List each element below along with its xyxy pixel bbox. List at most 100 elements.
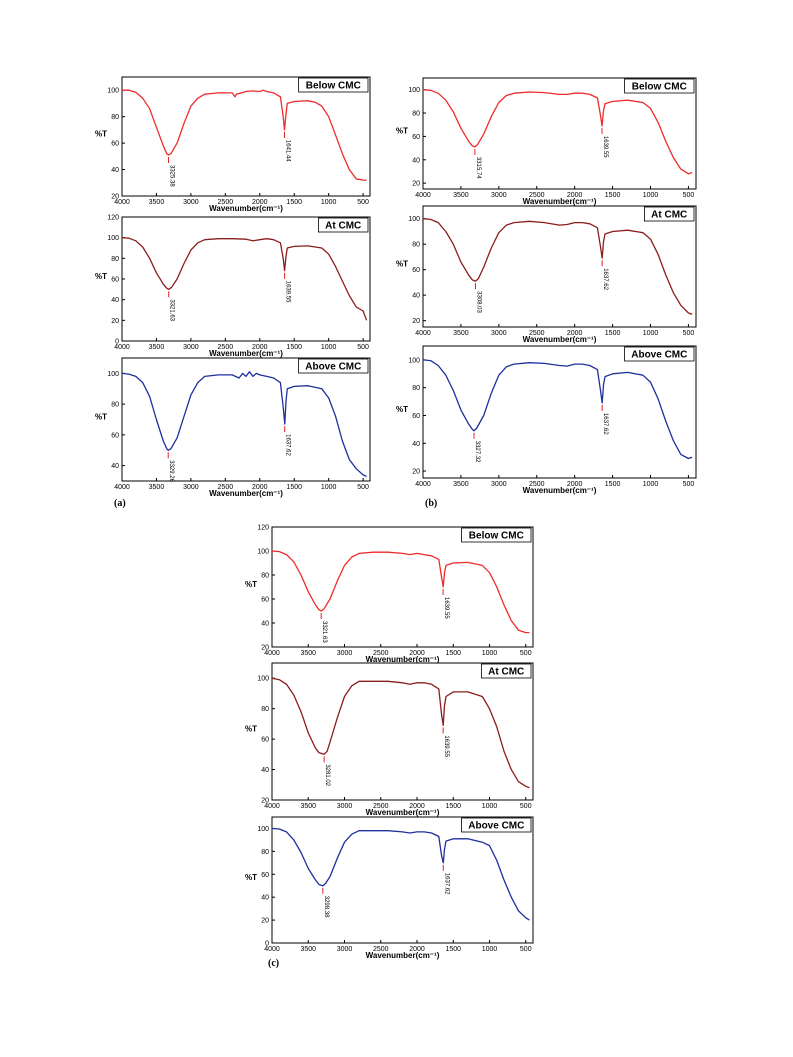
y-axis-title: %T <box>95 130 107 139</box>
x-tick-label: 500 <box>520 946 532 953</box>
x-tick-label: 2000 <box>567 330 583 337</box>
panel-title: Above CMC <box>631 350 687 361</box>
figure-caption: (a) <box>114 498 126 509</box>
x-tick-label: 1000 <box>482 803 498 810</box>
y-tick-label: 60 <box>261 737 269 744</box>
x-tick-label: 2000 <box>409 803 425 810</box>
panel-title: Below CMC <box>469 531 524 542</box>
x-tick-label: 2500 <box>218 484 234 491</box>
y-tick-label: 100 <box>107 235 119 242</box>
y-tick-label: 40 <box>111 167 119 174</box>
x-tick-label: 2500 <box>529 192 545 199</box>
plot-frame <box>121 357 371 482</box>
x-tick-label: 3500 <box>149 484 165 491</box>
peak-label: 1637.62 <box>602 413 608 435</box>
y-tick-label: 80 <box>412 111 420 118</box>
y-tick-label: 80 <box>261 706 269 713</box>
peak-label: 1641.44 <box>284 140 290 162</box>
y-axis-title: %T <box>245 580 257 589</box>
x-axis-title: Wavenumber(cm⁻¹) <box>523 335 597 344</box>
x-tick-label: 2500 <box>218 344 234 351</box>
panel-title-box <box>461 527 532 543</box>
x-tick-label: 3000 <box>337 650 353 657</box>
panel-title: Below CMC <box>306 81 361 92</box>
y-tick-label: 40 <box>261 621 269 628</box>
peak-label: 1637.62 <box>285 434 291 456</box>
y-tick-label: 40 <box>261 895 269 902</box>
y-tick-label: 0 <box>115 339 119 346</box>
y-tick-label: 20 <box>412 318 420 325</box>
plot-frame <box>271 816 534 944</box>
y-tick-label: 20 <box>261 798 269 805</box>
x-tick-label: 3000 <box>491 481 507 488</box>
spectrum-line <box>422 359 693 460</box>
y-tick-label: 60 <box>111 141 119 148</box>
panel-title-box <box>317 217 369 233</box>
y-tick-label: 40 <box>412 157 420 164</box>
x-axis-title: Wavenumber(cm⁻¹) <box>523 197 597 206</box>
x-tick-label: 4000 <box>114 484 130 491</box>
peak-label: 1637.62 <box>443 873 449 895</box>
panel-title: Above CMC <box>468 821 524 832</box>
x-tick-label: 1000 <box>321 344 337 351</box>
peak-label: 3321.63 <box>321 621 327 643</box>
plot-frame <box>121 216 371 342</box>
y-tick-label: 80 <box>261 849 269 856</box>
y-tick-label: 100 <box>107 88 119 95</box>
x-tick-label: 1500 <box>286 199 302 206</box>
panel-title: Above CMC <box>305 362 361 373</box>
x-tick-label: 3000 <box>183 484 199 491</box>
peak-label: 3327.32 <box>474 441 480 463</box>
plot-frame <box>422 205 697 328</box>
peak-label: 3298.38 <box>323 896 329 918</box>
panel-title-box <box>298 77 369 93</box>
spectrum-line <box>271 827 530 921</box>
y-tick-label: 40 <box>111 463 119 470</box>
x-tick-label: 1000 <box>482 650 498 657</box>
x-axis-title: Wavenumber(cm⁻¹) <box>366 655 440 664</box>
x-tick-label: 3000 <box>491 192 507 199</box>
x-tick-label: 500 <box>520 650 532 657</box>
y-axis-title: %T <box>396 127 408 136</box>
x-tick-label: 3000 <box>337 803 353 810</box>
y-axis-title: %T <box>245 725 257 734</box>
y-tick-label: 80 <box>111 114 119 121</box>
spectrum-line <box>271 677 530 789</box>
y-tick-label: 80 <box>261 573 269 580</box>
x-tick-label: 3500 <box>300 650 316 657</box>
panel-title-box <box>624 346 695 362</box>
x-tick-label: 1000 <box>482 946 498 953</box>
spectrum-panel: 4000 3500 3000 2500 2000 1500 1000 500 20 40 60 80 1… <box>396 77 697 206</box>
x-axis-title: Wavenumber(cm⁻¹) <box>209 489 283 498</box>
y-tick-label: 100 <box>257 826 269 833</box>
x-tick-label: 3000 <box>183 199 199 206</box>
x-tick-label: 1500 <box>605 192 621 199</box>
panel-title-box <box>461 817 532 833</box>
y-tick-label: 60 <box>261 597 269 604</box>
x-tick-label: 4000 <box>415 330 431 337</box>
x-tick-label: 2000 <box>252 484 268 491</box>
y-tick-label: 80 <box>111 402 119 409</box>
x-tick-label: 4000 <box>264 803 280 810</box>
y-axis-title: %T <box>396 260 408 269</box>
y-tick-label: 120 <box>107 215 119 222</box>
x-tick-label: 1000 <box>321 484 337 491</box>
x-tick-label: 1000 <box>643 330 659 337</box>
x-tick-label: 1000 <box>643 481 659 488</box>
spectrum-line <box>271 550 530 634</box>
x-tick-label: 1500 <box>445 803 461 810</box>
panel-title-box <box>644 206 695 222</box>
x-tick-label: 500 <box>683 330 695 337</box>
y-tick-label: 100 <box>257 676 269 683</box>
y-tick-label: 40 <box>412 441 420 448</box>
panel-title: Below CMC <box>632 82 687 93</box>
y-tick-label: 20 <box>412 181 420 188</box>
x-tick-label: 3500 <box>149 344 165 351</box>
plot-frame <box>422 345 697 479</box>
x-tick-label: 500 <box>683 481 695 488</box>
x-tick-label: 1500 <box>286 484 302 491</box>
y-tick-label: 60 <box>412 267 420 274</box>
y-tick-label: 40 <box>261 767 269 774</box>
plot-frame <box>271 526 534 648</box>
spectrum-panel: 4000 3500 3000 2500 2000 1500 1000 500 0 20 40 60 80… <box>95 215 371 358</box>
